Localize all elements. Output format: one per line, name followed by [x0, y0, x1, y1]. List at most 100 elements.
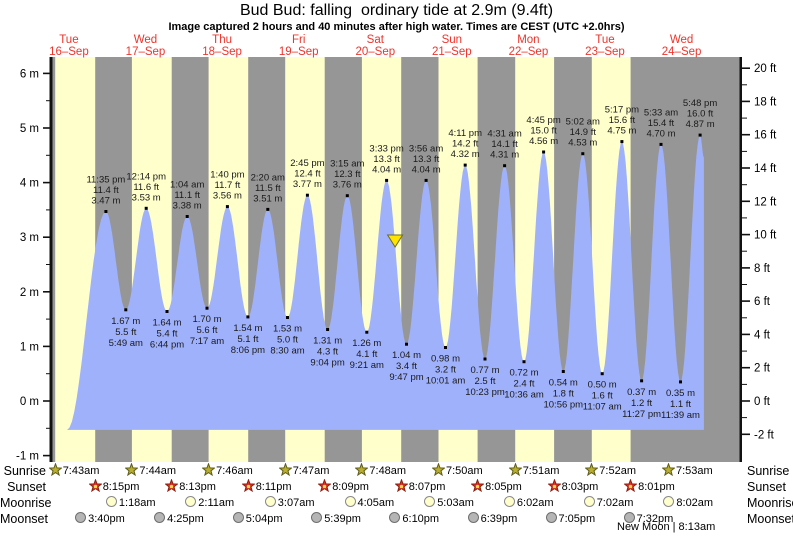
svg-text:2:20 am: 2:20 am: [251, 172, 285, 183]
almanac-row-label: Moonset: [747, 512, 793, 526]
almanac-row-label: Sunrise: [747, 464, 790, 478]
svg-text:3:56 am: 3:56 am: [409, 143, 443, 154]
svg-text:3.51 m: 3.51 m: [253, 193, 282, 204]
high-tide-point: [185, 215, 189, 218]
svg-text:5:49 am: 5:49 am: [109, 338, 143, 349]
sunset-star-icon: [164, 478, 179, 493]
svg-text:3.38 m: 3.38 m: [173, 201, 202, 212]
svg-text:5.0 ft: 5.0 ft: [277, 335, 298, 346]
svg-text:12:14 pm: 12:14 pm: [126, 171, 166, 182]
day-label: Sun: [442, 34, 462, 46]
svg-text:11:35 pm: 11:35 pm: [86, 175, 125, 186]
sunset-time: 8:11pm: [240, 478, 292, 493]
day-date-label: 19–Sep: [279, 46, 319, 58]
svg-text:1.26 m: 1.26 m: [352, 338, 381, 349]
svg-text:7:17 am: 7:17 am: [190, 336, 224, 347]
svg-text:14.1 ft: 14.1 ft: [491, 139, 518, 150]
day-label: Sat: [367, 34, 385, 46]
almanac-row-label: Sunset: [747, 480, 786, 494]
moonset-circle-icon: [623, 512, 635, 523]
svg-text:4:31 am: 4:31 am: [487, 129, 521, 140]
moonrise-circle-icon: [264, 496, 276, 507]
low-tide-label: 1.54 m5.1 ft8:06 pm: [231, 323, 265, 356]
page-title: Bud Bud: falling ordinary tide at 2.9m (…: [239, 2, 554, 19]
sunrise-time: 7:51am: [507, 462, 559, 477]
svg-text:9:47 pm: 9:47 pm: [389, 372, 423, 383]
svg-text:3.53 m: 3.53 m: [132, 192, 161, 203]
svg-text:11:07 am: 11:07 am: [583, 402, 622, 413]
low-tide-label: 1.70 m5.6 ft7:17 am: [190, 314, 224, 347]
sunrise-time: 7:48am: [354, 462, 406, 477]
moonset-circle-icon: [311, 512, 323, 523]
sunrise-star-icon: [47, 462, 63, 477]
svg-text:11:27 pm: 11:27 pm: [622, 409, 661, 420]
svg-text:3:33 pm: 3:33 pm: [369, 143, 403, 154]
high-tide-point: [542, 150, 546, 154]
sunset-star-icon: [240, 478, 256, 493]
y-tick-label-right: 6 ft: [754, 296, 771, 308]
svg-text:5:17 pm: 5:17 pm: [605, 105, 639, 116]
svg-text:1.70 m: 1.70 m: [192, 314, 221, 325]
low-tide-point: [444, 346, 447, 349]
low-tide-point: [246, 315, 250, 319]
moonrise-circle-icon: [583, 496, 595, 507]
svg-text:0.98 m: 0.98 m: [431, 354, 460, 365]
moonrise-time: 1:18am: [105, 495, 156, 509]
sunrise-star-icon: [661, 462, 676, 477]
sunset-star-icon: [393, 478, 409, 493]
sunset-star-icon: [546, 478, 562, 493]
low-tide-point: [326, 328, 330, 331]
svg-text:1.2 ft: 1.2 ft: [631, 398, 652, 409]
svg-text:6:44 pm: 6:44 pm: [150, 340, 184, 351]
day-date-label: 17–Sep: [126, 46, 166, 58]
y-tick-label-left: 5 m: [20, 123, 39, 135]
sunrise-time: 7:47am: [277, 462, 329, 477]
svg-text:11:39 am: 11:39 am: [661, 410, 700, 421]
svg-text:3.47 m: 3.47 m: [91, 196, 120, 207]
low-tide-point: [124, 308, 128, 312]
y-tick-label-right: 8 ft: [754, 263, 771, 275]
svg-text:11.5 ft: 11.5 ft: [255, 183, 281, 194]
almanac-row-label: Moonset: [0, 512, 48, 526]
sunrise-time: 7:46am: [201, 462, 253, 477]
svg-text:4:45 pm: 4:45 pm: [526, 115, 560, 126]
svg-text:16.0 ft: 16.0 ft: [687, 109, 714, 120]
svg-text:4.04 m: 4.04 m: [372, 164, 401, 175]
svg-text:5:48 pm: 5:48 pm: [683, 98, 717, 109]
moonset-time: 7:05pm: [545, 511, 595, 525]
svg-text:2.4 ft: 2.4 ft: [513, 379, 534, 390]
moonrise-circle-icon: [185, 496, 197, 507]
y-tick-label-left: 1 m: [20, 341, 39, 353]
y-tick-label-right: 4 ft: [754, 329, 771, 341]
svg-text:11.6 ft: 11.6 ft: [133, 182, 159, 193]
moonrise-circle-icon: [503, 496, 515, 507]
sunrise-time: 7:43am: [47, 462, 99, 477]
y-tick-label-right: 10 ft: [754, 230, 777, 242]
moonset-circle-icon: [154, 512, 166, 523]
svg-text:1.04 m: 1.04 m: [392, 350, 421, 361]
tide-chart: 6 m 5 m 4 m 3 m 2 m 1 m 0 m -1 m 20 ft 18 ft 16 ft…: [16, 34, 777, 463]
almanac-row-label: Sunset: [7, 480, 46, 494]
y-tick-label-right: 2 ft: [754, 363, 771, 375]
y-tick-label-right: 20 ft: [754, 63, 777, 75]
svg-text:4.53 m: 4.53 m: [568, 138, 597, 149]
moonrise-time: 3:07am: [264, 495, 315, 509]
svg-text:4.04 m: 4.04 m: [412, 164, 441, 175]
svg-text:8:30 am: 8:30 am: [270, 346, 304, 357]
high-tide-point: [698, 133, 702, 137]
sunset-time: 8:03pm: [546, 478, 598, 493]
low-tide-point: [205, 306, 209, 310]
moonset-circle-icon: [232, 512, 244, 523]
moonrise-time: 4:05am: [344, 495, 394, 509]
svg-text:1.67 m: 1.67 m: [111, 316, 140, 327]
svg-text:1:40 pm: 1:40 pm: [210, 170, 244, 181]
